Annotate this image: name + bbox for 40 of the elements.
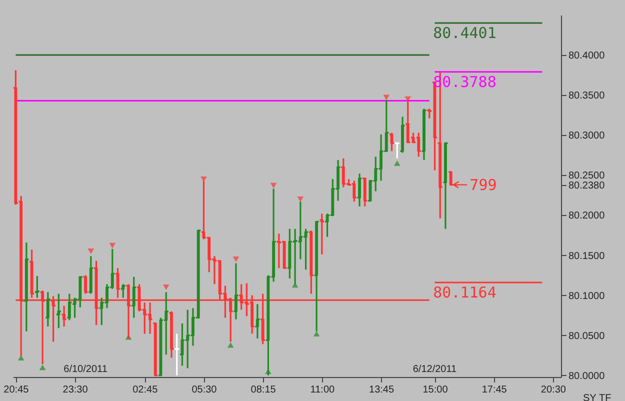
annotation: 6/10/2011 xyxy=(64,364,108,375)
point xyxy=(270,182,277,188)
point xyxy=(18,355,24,361)
point xyxy=(297,196,304,202)
point xyxy=(109,242,116,248)
text: TF xyxy=(599,393,612,401)
x-tick-label: 17:45 xyxy=(482,384,508,396)
point xyxy=(394,160,400,166)
y-tick-label: 80.1500 xyxy=(568,250,606,262)
y-tick-label: 80.0500 xyxy=(568,330,606,342)
point xyxy=(404,96,412,102)
y-tick-label: 80.3500 xyxy=(568,90,606,102)
y-tick-label: 80.2500 xyxy=(568,170,606,182)
x-tick-label: 13:45 xyxy=(369,384,394,396)
y-tick-label: 80.1000 xyxy=(568,290,606,302)
point xyxy=(39,364,46,370)
annotation: 6/12/2011 xyxy=(412,364,458,375)
point xyxy=(313,331,320,336)
x-tick-label: 11:00 xyxy=(310,384,335,396)
x-tick-label: 20:30 xyxy=(540,384,566,396)
y-tick-label: 80.0000 xyxy=(568,370,606,382)
point xyxy=(383,94,390,100)
point xyxy=(232,256,240,262)
y-tick-label: 80.3000 xyxy=(568,130,606,142)
y-tick-label: 80.4000 xyxy=(568,50,606,62)
x-tick-label: 08:15 xyxy=(250,384,276,396)
y-tick-label: 80.2380 xyxy=(568,180,606,192)
x-tick-label: 02:45 xyxy=(132,384,158,396)
annotation: 799 xyxy=(470,176,497,194)
x-tick-label: 05:30 xyxy=(192,384,218,396)
x-tick-label: 20:45 xyxy=(4,384,30,396)
x-tick-label: 15:00 xyxy=(422,384,448,396)
text: SY xyxy=(583,393,597,401)
point xyxy=(162,284,170,290)
point xyxy=(227,342,234,348)
annotation: 80.4401 xyxy=(433,24,496,42)
annotation: 80.1164 xyxy=(433,283,496,302)
point xyxy=(88,248,94,254)
x-tick-label: 23:30 xyxy=(62,384,88,396)
y-tick-label: 80.2000 xyxy=(568,210,606,222)
